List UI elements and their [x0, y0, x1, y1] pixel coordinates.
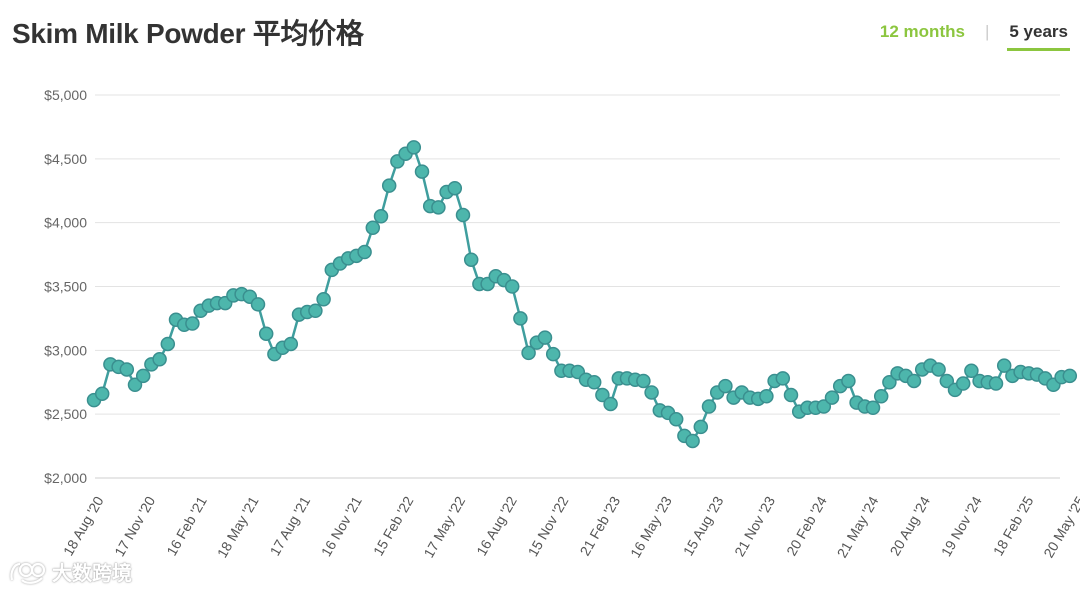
data-point[interactable] — [701, 399, 717, 414]
data-point[interactable] — [447, 180, 463, 196]
x-tick-label: 18 Aug '20 — [60, 493, 107, 558]
data-point[interactable] — [964, 363, 979, 379]
data-point[interactable] — [455, 207, 471, 223]
y-tick-label: $3,000 — [44, 342, 87, 358]
x-tick-label: 20 Feb '24 — [783, 493, 830, 558]
data-point[interactable] — [135, 368, 151, 384]
data-point[interactable] — [718, 378, 733, 394]
x-tick-label: 18 Feb '25 — [990, 493, 1037, 558]
data-point[interactable] — [603, 396, 618, 412]
data-point[interactable] — [873, 389, 889, 404]
y-tick-label: $2,000 — [44, 470, 87, 486]
data-point[interactable] — [308, 303, 323, 319]
data-point[interactable] — [463, 252, 479, 267]
data-point[interactable] — [636, 373, 651, 389]
watermark-text: 大数跨境 — [52, 563, 132, 585]
data-point[interactable] — [357, 244, 372, 260]
x-tick-label: 16 Feb '21 — [163, 493, 210, 558]
data-point[interactable] — [882, 375, 897, 390]
data-point[interactable] — [783, 387, 799, 403]
data-point[interactable] — [644, 385, 659, 400]
data-point[interactable] — [283, 336, 299, 352]
data-point[interactable] — [988, 376, 1004, 391]
data-point[interactable] — [513, 311, 528, 326]
x-tick-label: 17 Nov '20 — [111, 493, 158, 559]
data-point[interactable] — [931, 362, 946, 377]
watermark-logo-icon — [10, 562, 46, 584]
y-tick-label: $2,500 — [44, 406, 87, 422]
data-points — [86, 140, 1078, 449]
data-point[interactable] — [381, 178, 397, 193]
x-axis-tick-labels: 18 Aug '20 17 Nov '20 16 Feb '21 18 May '21… — [60, 493, 1080, 560]
x-tick-label: 18 May '21 — [214, 493, 262, 560]
data-point[interactable] — [685, 433, 700, 449]
data-point[interactable] — [759, 389, 774, 404]
x-tick-label: 15 Feb '22 — [370, 493, 417, 558]
x-tick-label: 15 Nov '22 — [524, 493, 571, 559]
data-point[interactable] — [816, 399, 832, 414]
data-point[interactable] — [824, 390, 840, 405]
data-point[interactable] — [119, 362, 135, 377]
watermark: 大数跨境 — [8, 557, 132, 586]
data-point[interactable] — [693, 419, 709, 435]
data-point[interactable] — [537, 330, 553, 345]
data-point[interactable] — [586, 375, 602, 390]
data-point[interactable] — [504, 279, 520, 294]
data-point[interactable] — [373, 209, 389, 224]
x-tick-label: 15 Aug '23 — [680, 493, 727, 558]
y-tick-label: $4,000 — [44, 215, 87, 231]
data-point[interactable] — [185, 316, 200, 331]
range-toggle: 12 months | 5 years — [878, 20, 1070, 51]
x-tick-label: 20 May '25 — [1040, 493, 1080, 560]
x-tick-label: 19 Nov '24 — [938, 493, 985, 559]
data-point[interactable] — [316, 292, 331, 307]
x-tick-label: 16 May '23 — [627, 493, 675, 560]
y-tick-label: $3,500 — [44, 279, 87, 295]
data-point[interactable] — [414, 164, 430, 179]
x-tick-label: 17 Aug '21 — [267, 493, 314, 558]
data-point[interactable] — [545, 346, 561, 362]
x-tick-label: 21 May '24 — [834, 493, 882, 560]
data-point[interactable] — [595, 387, 610, 403]
data-point[interactable] — [1062, 368, 1078, 384]
y-tick-label: $4,500 — [44, 151, 87, 167]
data-point[interactable] — [258, 326, 274, 341]
data-point[interactable] — [939, 373, 955, 389]
x-tick-label: 17 May '22 — [420, 493, 468, 560]
data-point[interactable] — [127, 377, 143, 393]
data-point[interactable] — [775, 371, 791, 386]
data-point[interactable] — [152, 352, 167, 367]
page-title: Skim Milk Powder 平均价格 — [12, 18, 364, 49]
x-tick-label: 20 Aug '24 — [886, 493, 933, 558]
x-tick-label: 21 Feb '23 — [576, 493, 623, 558]
range-12-months-button[interactable]: 12 months — [879, 22, 965, 41]
grid-lines — [95, 94, 1060, 479]
data-point[interactable] — [865, 400, 881, 416]
x-tick-label: 16 Aug '22 — [473, 493, 520, 558]
data-point[interactable] — [365, 220, 381, 236]
data-point[interactable] — [955, 376, 971, 391]
range-separator: | — [984, 22, 990, 41]
data-point[interactable] — [841, 373, 856, 389]
data-point[interactable] — [250, 297, 266, 312]
data-point[interactable] — [996, 358, 1012, 373]
data-point[interactable] — [521, 345, 536, 361]
data-point[interactable] — [94, 386, 110, 401]
x-tick-label: 16 Nov '21 — [318, 493, 365, 559]
data-point[interactable] — [668, 412, 684, 427]
data-point[interactable] — [906, 373, 922, 389]
x-tick-label: 21 Nov '23 — [731, 493, 778, 559]
range-5-years-button[interactable]: 5 years — [1007, 20, 1070, 51]
data-point[interactable] — [160, 336, 176, 352]
data-point[interactable] — [431, 200, 446, 215]
y-tick-label: $5,000 — [44, 87, 87, 103]
y-axis-tick-labels: $2,000 $2,500 $3,000 $3,500 $4,000 $4,500 $5,0… — [44, 87, 87, 486]
data-point[interactable] — [406, 140, 422, 155]
